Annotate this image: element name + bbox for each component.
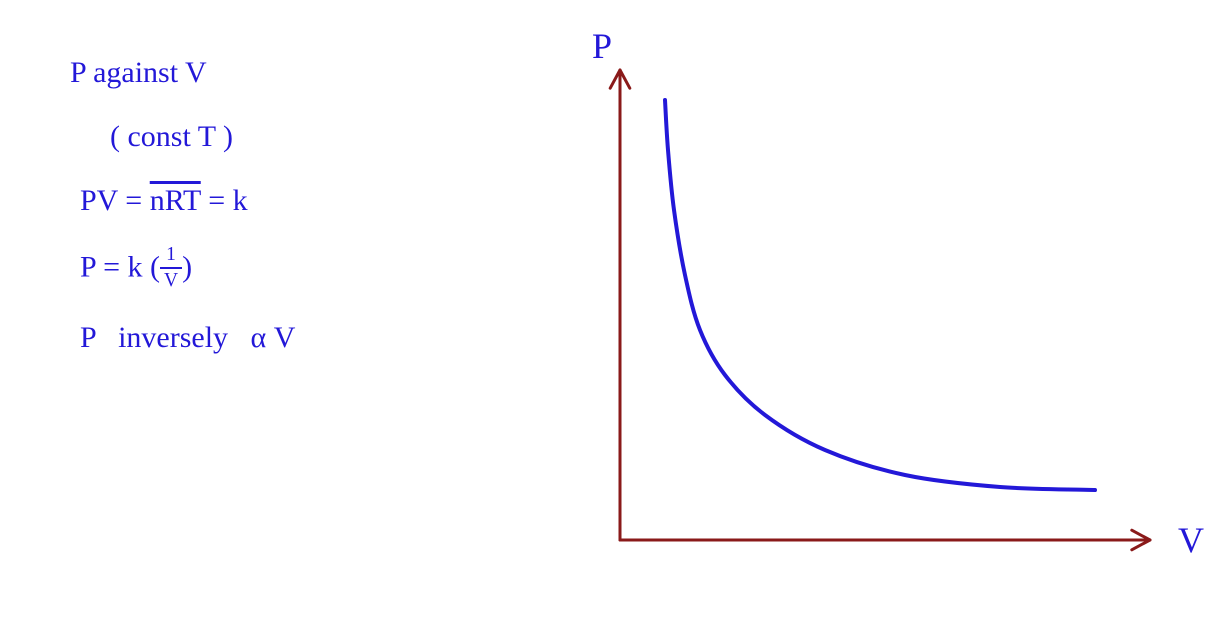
note-line-2: ( const T ) — [110, 119, 570, 155]
note-3-a: PV = — [80, 184, 142, 217]
note-4-a: P = k — [80, 250, 143, 283]
note-5-inv: inversely — [118, 321, 228, 354]
note-5-p: P — [80, 321, 96, 354]
pv-graph: PV — [550, 20, 1210, 600]
note-4-num: 1 — [160, 245, 182, 269]
note-line-3: PV = nRT = k — [80, 183, 570, 219]
note-1-against: against — [93, 56, 178, 89]
note-2-text: ( const T ) — [110, 120, 233, 153]
note-4-fraction: 1V — [160, 245, 182, 290]
note-4-paren-close: ) — [182, 250, 192, 283]
notes-block: P against V ( const T ) PV = nRT = k P =… — [70, 55, 570, 384]
note-1-v: V — [185, 56, 207, 89]
note-1-p: P — [70, 56, 86, 89]
note-line-5: P inversely α V — [80, 320, 570, 356]
x-axis-label: V — [1178, 520, 1204, 560]
pv-curve — [665, 100, 1095, 490]
note-3-b: nRT — [150, 184, 201, 217]
pv-graph-svg: PV — [550, 20, 1210, 600]
note-line-1: P against V — [70, 55, 570, 91]
note-4-paren-open: ( — [150, 250, 160, 283]
y-axis-label: P — [592, 26, 612, 66]
note-4-den: V — [160, 269, 182, 291]
note-3-c: = k — [208, 184, 247, 217]
note-5-alpha: α — [251, 321, 267, 354]
note-line-4: P = k (1V) — [80, 247, 570, 292]
note-5-v: V — [274, 321, 296, 354]
canvas: P against V ( const T ) PV = nRT = k P =… — [0, 0, 1230, 619]
